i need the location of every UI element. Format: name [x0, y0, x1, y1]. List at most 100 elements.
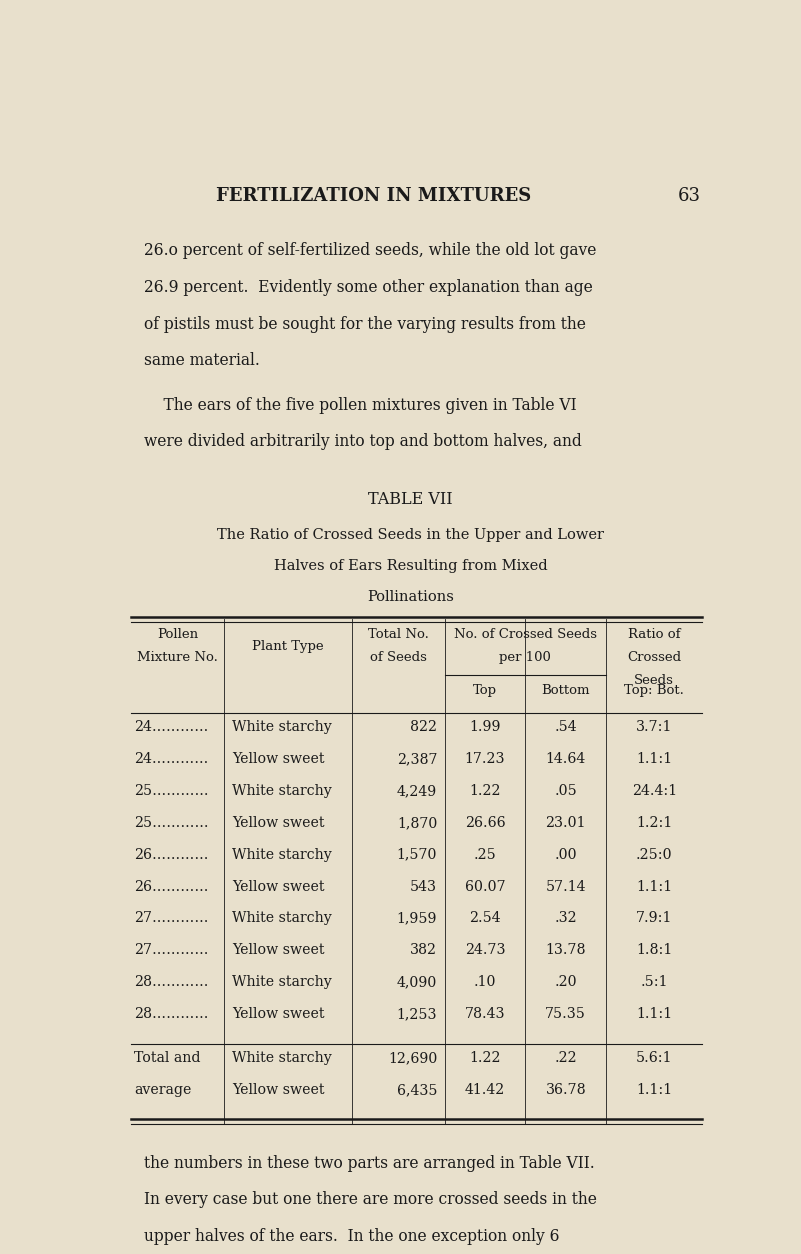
Text: 24…………: 24…………: [135, 752, 208, 766]
Text: 26…………: 26…………: [135, 879, 209, 894]
Text: Yellow sweet: Yellow sweet: [231, 1083, 324, 1097]
Text: 14.64: 14.64: [545, 752, 586, 766]
Text: .5:1: .5:1: [641, 976, 668, 989]
Text: Yellow sweet: Yellow sweet: [231, 879, 324, 894]
Text: 26.9 percent.  Evidently some other explanation than age: 26.9 percent. Evidently some other expla…: [143, 278, 592, 296]
Text: 28…………: 28…………: [135, 976, 209, 989]
Text: The ears of the five pollen mixtures given in Table VI: The ears of the five pollen mixtures giv…: [143, 396, 576, 414]
Text: Pollinations: Pollinations: [367, 589, 454, 604]
Text: The Ratio of Crossed Seeds in the Upper and Lower: The Ratio of Crossed Seeds in the Upper …: [217, 528, 604, 542]
Text: upper halves of the ears.  In the one exception only 6: upper halves of the ears. In the one exc…: [143, 1228, 559, 1245]
Text: 1,253: 1,253: [396, 1007, 437, 1021]
Text: same material.: same material.: [143, 352, 260, 369]
Text: Yellow sweet: Yellow sweet: [231, 752, 324, 766]
Text: TABLE VII: TABLE VII: [368, 492, 453, 508]
Text: Crossed: Crossed: [627, 651, 681, 665]
Text: Plant Type: Plant Type: [252, 640, 324, 653]
Text: White starchy: White starchy: [231, 976, 332, 989]
Text: .25: .25: [473, 848, 497, 861]
Text: were divided arbitrarily into top and bottom halves, and: were divided arbitrarily into top and bo…: [143, 434, 582, 450]
Text: 28…………: 28…………: [135, 1007, 209, 1021]
Text: Top: Bot.: Top: Bot.: [624, 683, 684, 696]
Text: of pistils must be sought for the varying results from the: of pistils must be sought for the varyin…: [143, 316, 586, 332]
Text: 1,959: 1,959: [396, 912, 437, 925]
Text: per 100: per 100: [499, 651, 551, 665]
Text: .25:0: .25:0: [636, 848, 673, 861]
Text: 1,570: 1,570: [396, 848, 437, 861]
Text: 78.43: 78.43: [465, 1007, 505, 1021]
Text: White starchy: White starchy: [231, 1051, 332, 1066]
Text: 12,690: 12,690: [388, 1051, 437, 1066]
Text: .54: .54: [554, 720, 577, 735]
Text: 5.6:1: 5.6:1: [636, 1051, 672, 1066]
Text: Seeds: Seeds: [634, 673, 674, 687]
Text: 543: 543: [410, 879, 437, 894]
Text: 36.78: 36.78: [545, 1083, 586, 1097]
Text: Total No.: Total No.: [368, 628, 429, 642]
Text: 1.1:1: 1.1:1: [636, 752, 672, 766]
Text: 1.99: 1.99: [469, 720, 501, 735]
Text: Bottom: Bottom: [541, 683, 590, 696]
Text: average: average: [135, 1083, 191, 1097]
Text: 75.35: 75.35: [545, 1007, 586, 1021]
Text: 1,870: 1,870: [396, 816, 437, 830]
Text: 3.7:1: 3.7:1: [636, 720, 672, 735]
Text: 17.23: 17.23: [465, 752, 505, 766]
Text: .22: .22: [554, 1051, 577, 1066]
Text: 23.01: 23.01: [545, 816, 586, 830]
Text: 1.1:1: 1.1:1: [636, 879, 672, 894]
Text: No. of Crossed Seeds: No. of Crossed Seeds: [454, 628, 597, 642]
Text: .32: .32: [554, 912, 577, 925]
Text: 57.14: 57.14: [545, 879, 586, 894]
Text: 13.78: 13.78: [545, 943, 586, 957]
Text: 26…………: 26…………: [135, 848, 209, 861]
Text: Ratio of: Ratio of: [628, 628, 680, 642]
Text: of Seeds: of Seeds: [369, 651, 427, 665]
Text: 26.66: 26.66: [465, 816, 505, 830]
Text: Total and: Total and: [135, 1051, 201, 1066]
Text: 4,090: 4,090: [396, 976, 437, 989]
Text: 1.1:1: 1.1:1: [636, 1007, 672, 1021]
Text: .20: .20: [554, 976, 577, 989]
Text: In every case but one there are more crossed seeds in the: In every case but one there are more cro…: [143, 1191, 597, 1209]
Text: 63: 63: [678, 187, 700, 206]
Text: White starchy: White starchy: [231, 848, 332, 861]
Text: 7.9:1: 7.9:1: [636, 912, 672, 925]
Text: Yellow sweet: Yellow sweet: [231, 943, 324, 957]
Text: 26.o percent of self-fertilized seeds, while the old lot gave: 26.o percent of self-fertilized seeds, w…: [143, 242, 596, 260]
Text: 24…………: 24…………: [135, 720, 208, 735]
Text: 1.8:1: 1.8:1: [636, 943, 672, 957]
Text: Yellow sweet: Yellow sweet: [231, 816, 324, 830]
Text: 25…………: 25…………: [135, 784, 209, 798]
Text: .00: .00: [554, 848, 577, 861]
Text: 24.4:1: 24.4:1: [632, 784, 677, 798]
Text: 6,435: 6,435: [396, 1083, 437, 1097]
Text: 24.73: 24.73: [465, 943, 505, 957]
Text: .10: .10: [473, 976, 497, 989]
Text: Top: Top: [473, 683, 497, 696]
Text: 2,387: 2,387: [396, 752, 437, 766]
Text: 382: 382: [410, 943, 437, 957]
Text: White starchy: White starchy: [231, 720, 332, 735]
Text: 27…………: 27…………: [135, 912, 209, 925]
Text: 25…………: 25…………: [135, 816, 209, 830]
Text: .05: .05: [554, 784, 577, 798]
Text: 60.07: 60.07: [465, 879, 505, 894]
Text: 1.22: 1.22: [469, 1051, 501, 1066]
Text: Pollen: Pollen: [157, 628, 199, 642]
Text: 4,249: 4,249: [397, 784, 437, 798]
Text: Mixture No.: Mixture No.: [137, 651, 218, 665]
Text: Halves of Ears Resulting from Mixed: Halves of Ears Resulting from Mixed: [274, 559, 547, 573]
Text: 27…………: 27…………: [135, 943, 209, 957]
Text: White starchy: White starchy: [231, 912, 332, 925]
Text: 1.2:1: 1.2:1: [636, 816, 672, 830]
Text: 822: 822: [410, 720, 437, 735]
Text: White starchy: White starchy: [231, 784, 332, 798]
Text: 1.22: 1.22: [469, 784, 501, 798]
Text: 2.54: 2.54: [469, 912, 501, 925]
Text: 1.1:1: 1.1:1: [636, 1083, 672, 1097]
Text: the numbers in these two parts are arranged in Table VII.: the numbers in these two parts are arran…: [143, 1155, 594, 1171]
Text: Yellow sweet: Yellow sweet: [231, 1007, 324, 1021]
Text: 41.42: 41.42: [465, 1083, 505, 1097]
Text: FERTILIZATION IN MIXTURES: FERTILIZATION IN MIXTURES: [215, 187, 531, 206]
